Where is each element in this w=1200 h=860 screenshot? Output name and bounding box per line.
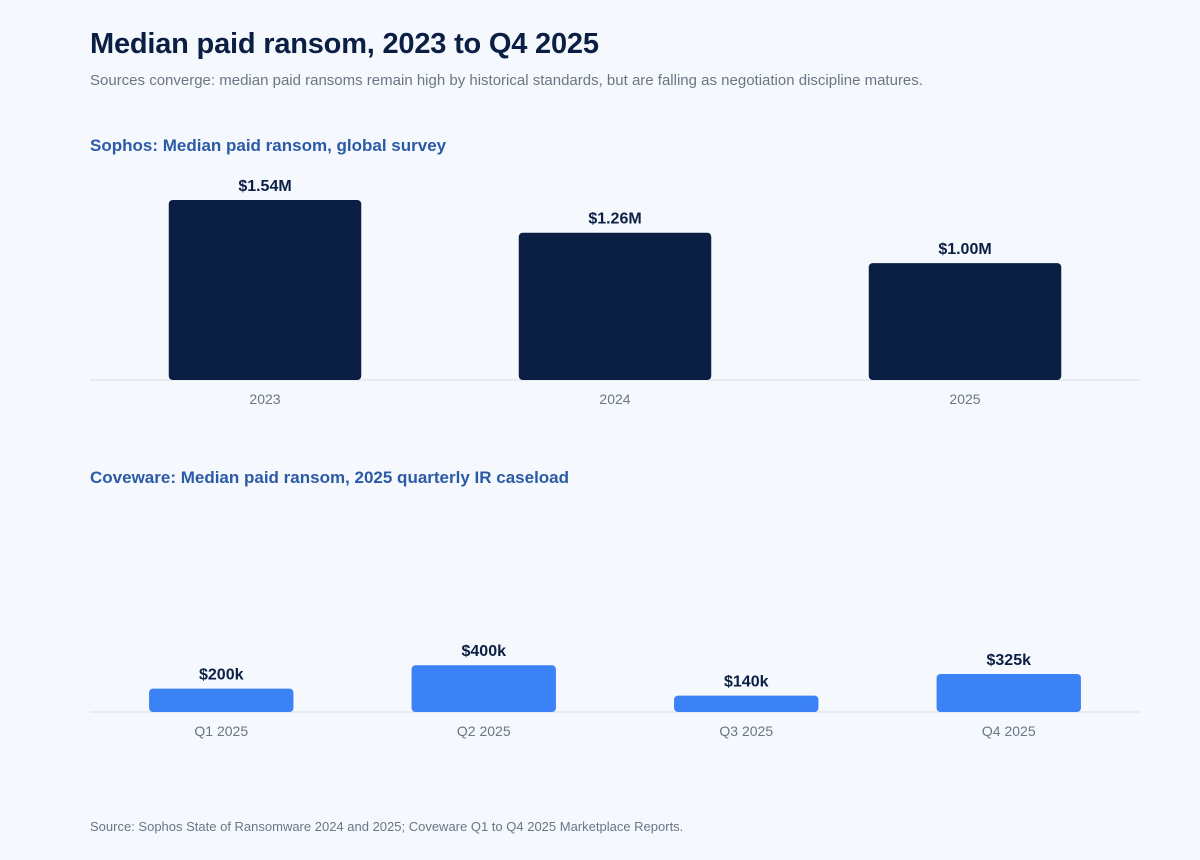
sophos-bar-chart: $1.54M 2023 $1.26M 2024 $1.00M 2025	[90, 178, 1140, 407]
bar-q1-2025	[149, 688, 294, 712]
bar-q4-2025	[936, 674, 1081, 712]
x-tick-label: 2025	[949, 391, 980, 407]
x-tick-label: Q4 2025	[982, 723, 1036, 739]
bar-2024	[518, 232, 712, 380]
bar-value-label: $400k	[462, 643, 507, 660]
x-tick-label: Q1 2025	[194, 723, 248, 739]
bar-value-label: $200k	[199, 667, 244, 684]
page-title: Median paid ransom, 2023 to Q4 2025	[90, 28, 599, 60]
bar-value-label: $1.54M	[238, 178, 291, 195]
bar-value-label: $325k	[987, 652, 1032, 669]
coveware-bar-chart: $200k Q1 2025 $400k Q2 2025 $140k Q3 2025 $325…	[90, 643, 1140, 739]
x-tick-label: Q3 2025	[719, 723, 773, 739]
bar-2023	[168, 200, 362, 380]
x-tick-label: 2023	[249, 391, 280, 407]
x-tick-label: 2024	[599, 391, 630, 407]
sophos-chart-title: Sophos: Median paid ransom, global surve…	[90, 136, 447, 155]
bar-value-label: $140k	[724, 674, 769, 691]
page-subtitle: Sources converge: median paid ransoms re…	[90, 72, 923, 89]
bar-q2-2025	[411, 665, 556, 712]
source-footnote: Source: Sophos State of Ransomware 2024 …	[90, 819, 684, 834]
bar-value-label: $1.00M	[938, 241, 991, 258]
coveware-chart-title: Coveware: Median paid ransom, 2025 quart…	[90, 468, 570, 487]
bar-2025	[868, 263, 1062, 380]
x-tick-label: Q2 2025	[457, 723, 511, 739]
bar-q3-2025	[674, 695, 819, 712]
bar-value-label: $1.26M	[588, 211, 641, 228]
